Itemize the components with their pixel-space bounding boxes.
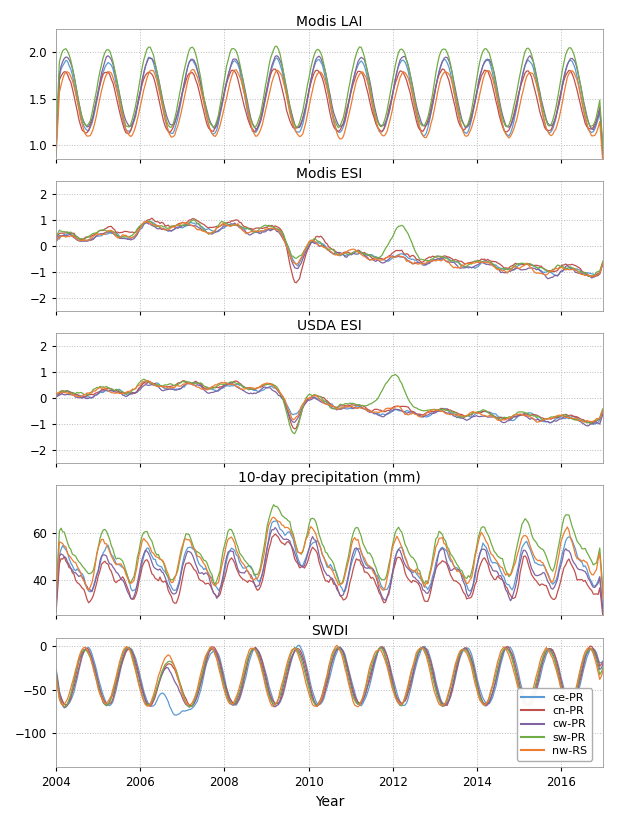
Title: 10-day precipitation (mm): 10-day precipitation (mm): [238, 471, 421, 485]
Title: SWDI: SWDI: [311, 624, 348, 638]
X-axis label: Year: Year: [315, 795, 344, 809]
Title: Modis LAI: Modis LAI: [297, 15, 363, 29]
Title: Modis ESI: Modis ESI: [297, 167, 363, 181]
Legend: ce-PR, cn-PR, cw-PR, sw-PR, nw-RS: ce-PR, cn-PR, cw-PR, sw-PR, nw-RS: [517, 688, 592, 761]
Title: USDA ESI: USDA ESI: [297, 319, 362, 333]
